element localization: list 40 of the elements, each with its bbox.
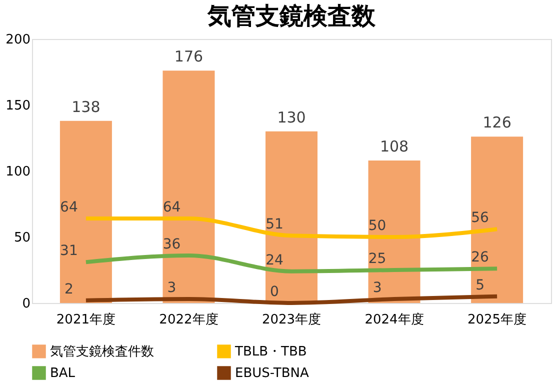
data-label: 3: [372, 280, 382, 296]
x-tick-label: 2022年度: [159, 312, 218, 328]
chart-title: 気管支鏡検査数: [206, 2, 376, 30]
y-tick-label: 0: [22, 296, 30, 312]
data-label: 64: [60, 200, 78, 216]
y-tick-label: 50: [14, 230, 30, 246]
data-label: 5: [476, 277, 485, 294]
data-label: 26: [471, 250, 490, 266]
data-label: 2: [64, 281, 74, 298]
data-label: 51: [266, 216, 284, 233]
data-label: 108: [380, 137, 409, 156]
data-label: 3: [167, 280, 176, 296]
legend-label: 気管支鏡検査件数: [50, 344, 154, 360]
legend-label: TBLB・TBB: [234, 344, 307, 360]
data-label: 24: [266, 252, 284, 268]
legend-label: EBUS-TBNA: [235, 366, 309, 381]
x-tick-label: 2021年度: [56, 312, 116, 328]
bar: [266, 131, 318, 303]
data-label: 56: [471, 210, 490, 226]
data-label: 126: [482, 114, 512, 132]
bar: [60, 120, 112, 303]
data-label: 31: [60, 243, 78, 260]
x-tick-label: 2023年度: [262, 312, 322, 328]
x-tick-label: 2025年度: [468, 312, 527, 328]
data-label: 50: [368, 218, 386, 234]
bar: [471, 136, 524, 303]
data-label: 64: [162, 200, 181, 216]
x-tick-label: 2024年度: [364, 312, 424, 328]
data-label: 25: [368, 251, 386, 267]
y-tick-label: 100: [6, 164, 30, 180]
legend-label: BAL: [50, 366, 76, 381]
data-label: 130: [277, 108, 306, 126]
y-tick-label: 200: [6, 32, 30, 48]
data-label: 0: [270, 284, 279, 300]
line-series: [84, 253, 500, 274]
data-label: 138: [72, 98, 100, 116]
bar: [162, 70, 215, 303]
y-tick-label: 150: [6, 98, 30, 114]
data-label: 36: [162, 236, 181, 252]
data-label: 176: [174, 48, 204, 66]
